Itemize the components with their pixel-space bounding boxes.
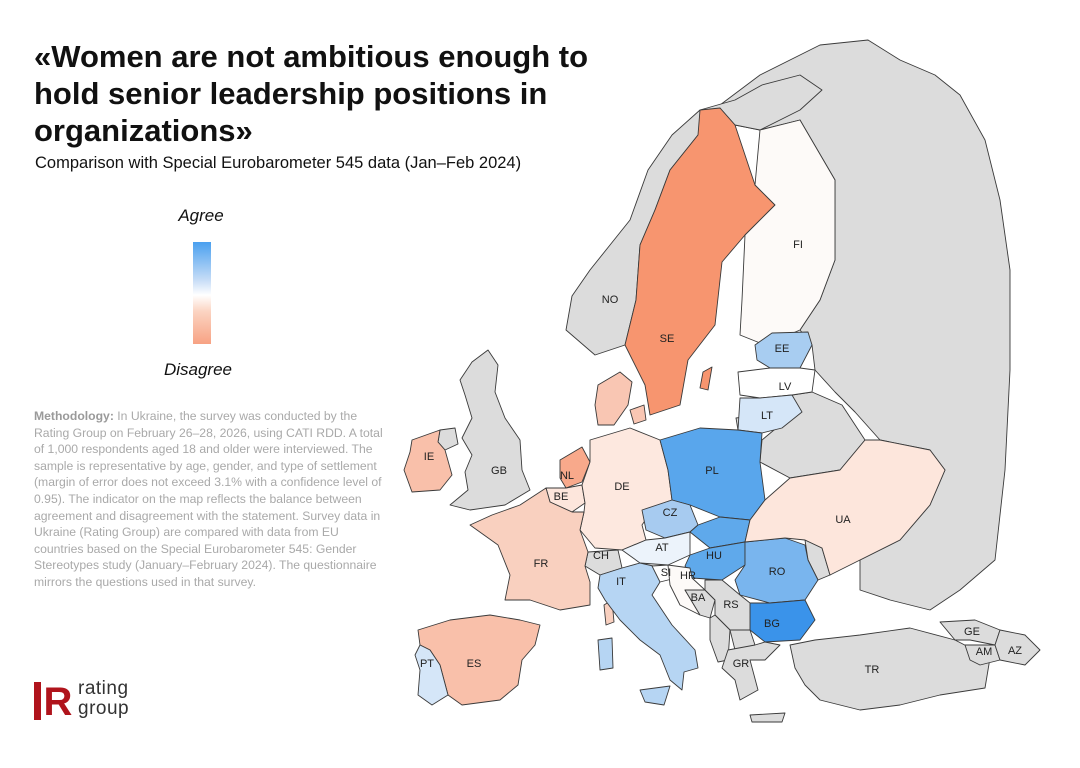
label-BA: BA xyxy=(691,592,706,604)
label-SE: SE xyxy=(660,333,675,345)
logo-r-mark-icon: R xyxy=(34,682,73,720)
label-PL: PL xyxy=(705,465,718,477)
label-IE: IE xyxy=(424,451,434,463)
country-ireland xyxy=(403,429,453,493)
label-LT: LT xyxy=(761,410,773,422)
country-denmark xyxy=(594,371,633,426)
logo-bar-icon xyxy=(34,682,41,720)
label-UA: UA xyxy=(835,514,851,526)
label-GR: GR xyxy=(733,658,750,670)
europe-choropleth-map: NO SE FI EE LV LT IE GB NL BE DE PL CZ A… xyxy=(403,39,1041,723)
label-GE: GE xyxy=(964,626,980,638)
logo-text-group: group xyxy=(78,698,130,719)
label-LV: LV xyxy=(779,381,792,393)
label-IT: IT xyxy=(616,576,626,588)
methodology-text: In Ukraine, the survey was conducted by … xyxy=(34,409,383,589)
map-title: «Women are not ambitious enough to hold … xyxy=(34,39,589,148)
country-turkey xyxy=(789,627,991,711)
country-bosnia xyxy=(684,589,716,619)
label-GB: GB xyxy=(491,465,507,477)
label-DE: DE xyxy=(614,481,629,493)
label-NO: NO xyxy=(602,294,619,306)
methodology-note: Methodology: In Ukraine, the survey was … xyxy=(34,408,386,591)
country-portugal xyxy=(414,644,449,706)
country-sardinia xyxy=(597,637,614,671)
country-crete xyxy=(749,712,786,723)
country-ukraine xyxy=(744,439,946,576)
label-HU: HU xyxy=(706,550,722,562)
legend-agree-label: Agree xyxy=(178,206,224,225)
country-sweden-gotland xyxy=(699,366,713,391)
label-HR: HR xyxy=(680,570,696,582)
map-subtitle: Comparison with Special Eurobarometer 54… xyxy=(35,154,522,172)
logo-mark-letter: R xyxy=(44,682,73,720)
label-FR: FR xyxy=(534,558,549,570)
label-TR: TR xyxy=(865,664,880,676)
label-BE: BE xyxy=(554,491,569,503)
legend-color-scale xyxy=(193,242,211,344)
label-RO: RO xyxy=(769,566,786,578)
country-greece xyxy=(721,641,781,701)
country-france xyxy=(469,487,591,611)
label-AZ: AZ xyxy=(1008,645,1022,657)
country-austria xyxy=(621,531,691,566)
country-great-britain xyxy=(449,349,531,511)
country-latvia xyxy=(737,367,816,399)
legend-disagree-label: Disagree xyxy=(163,360,233,379)
label-FI: FI xyxy=(793,239,803,251)
rating-group-logo: R rating group xyxy=(34,678,164,722)
label-CZ: CZ xyxy=(663,507,678,519)
logo-text-rating: rating xyxy=(78,678,129,699)
country-bulgaria xyxy=(749,599,816,643)
label-SI: SI xyxy=(661,567,671,579)
country-azerbaijan xyxy=(994,629,1041,666)
label-AT: AT xyxy=(655,542,669,554)
label-RS: RS xyxy=(723,599,738,611)
label-PT: PT xyxy=(420,658,434,670)
label-EE: EE xyxy=(775,343,790,355)
label-NL: NL xyxy=(560,470,574,482)
methodology-label: Methodology: xyxy=(34,409,114,423)
country-estonia xyxy=(754,331,813,369)
country-netherlands xyxy=(559,446,591,489)
label-BG: BG xyxy=(764,618,780,630)
country-denmark-zealand xyxy=(629,404,647,425)
label-AM: AM xyxy=(976,646,993,658)
country-sicily xyxy=(639,685,671,706)
label-CH: CH xyxy=(593,550,609,562)
label-ES: ES xyxy=(467,658,482,670)
country-armenia xyxy=(964,644,1001,666)
